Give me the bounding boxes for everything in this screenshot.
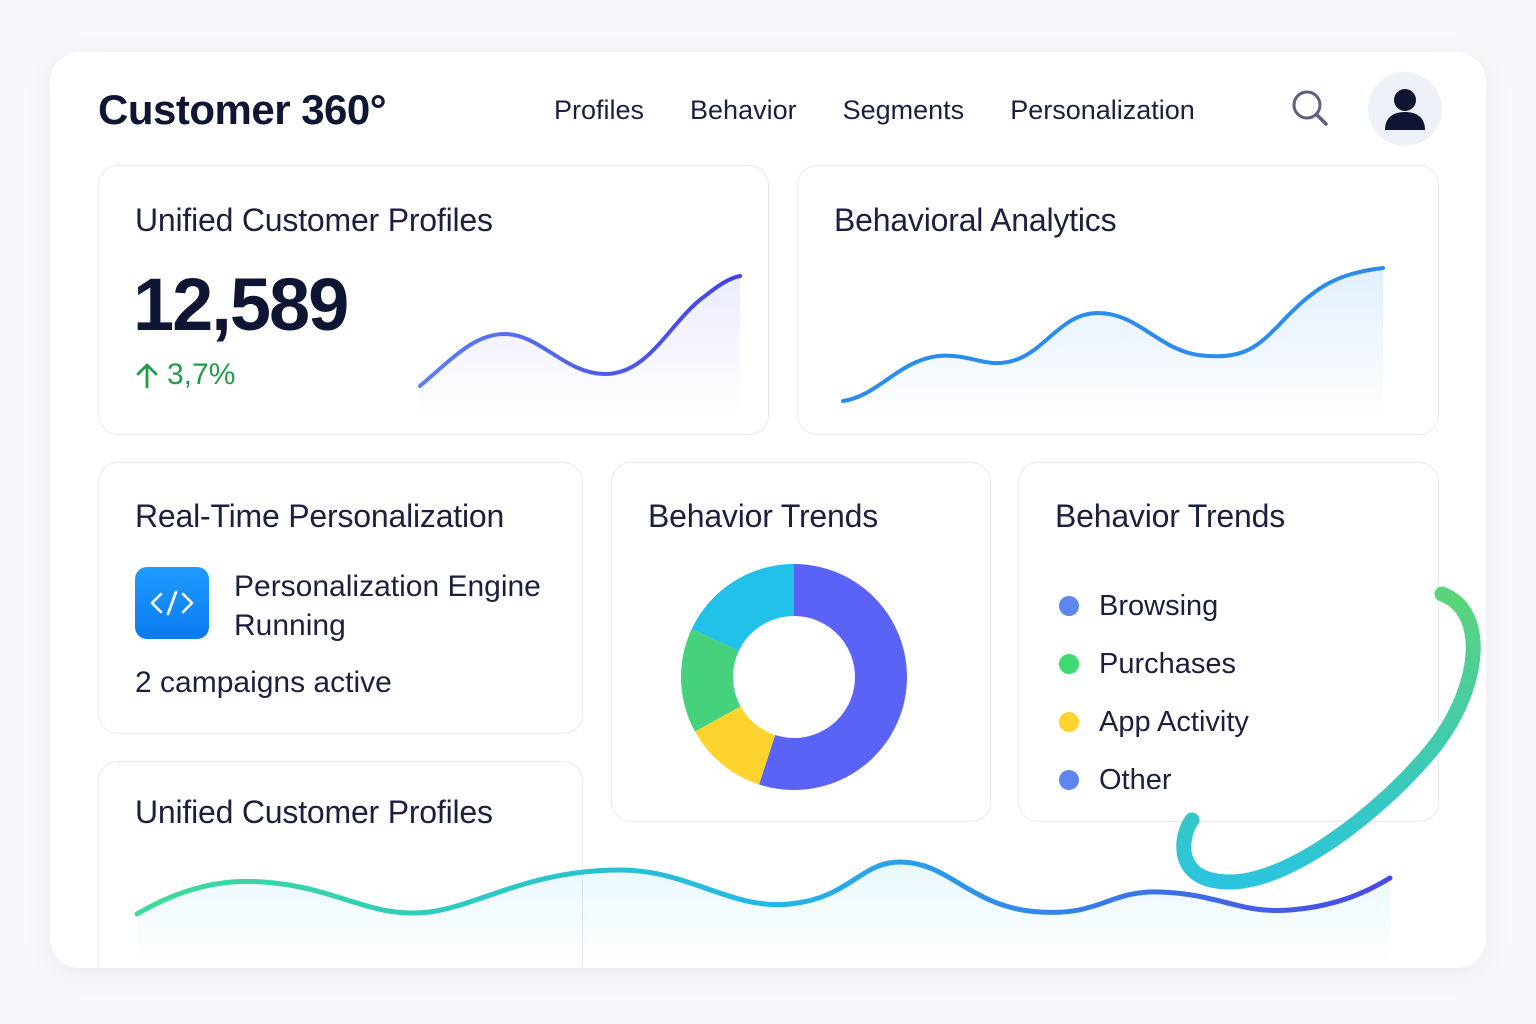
- legend-dot: [1059, 596, 1079, 616]
- personalization-card: Real-Time Personalization Personalizatio…: [98, 462, 583, 734]
- search-button[interactable]: [1288, 86, 1332, 130]
- profiles-card: Unified Customer Profiles 12,589 3,7%: [98, 165, 769, 435]
- profiles-sparkline: [418, 274, 742, 416]
- app-title: Customer 360°: [98, 86, 387, 133]
- legend-label: Other: [1099, 763, 1172, 796]
- legend-dot: [1059, 770, 1079, 790]
- trends-donut-chart: [681, 564, 907, 790]
- search-icon: [1292, 90, 1328, 126]
- code-icon: [135, 567, 209, 639]
- analytics-sparkline: [841, 266, 1385, 421]
- legend-item-other: Other: [1059, 751, 1249, 809]
- dashboard-frame: Customer 360° Profiles Behavior Segments…: [50, 52, 1486, 968]
- donut-slice-purchases: [681, 628, 741, 732]
- legend-item-browsing: Browsing: [1059, 577, 1249, 635]
- donut-slice-app-activity: [694, 706, 776, 785]
- profiles-card-title: Unified Customer Profiles: [135, 202, 493, 238]
- legend-dot: [1059, 712, 1079, 732]
- user-icon: [1385, 89, 1425, 130]
- trends-legend: Browsing Purchases App Activity Other: [1059, 577, 1249, 809]
- legend-label: App Activity: [1099, 705, 1249, 738]
- analytics-card: Behavioral Analytics: [797, 165, 1439, 435]
- nav-segments[interactable]: Segments: [842, 95, 965, 125]
- campaigns-count: 2 campaigns active: [135, 666, 392, 699]
- nav-behavior[interactable]: Behavior: [690, 95, 797, 125]
- avatar[interactable]: [1368, 72, 1442, 146]
- legend-label: Purchases: [1099, 647, 1237, 680]
- arrow-up-icon: [136, 363, 158, 389]
- analytics-line: [841, 266, 1385, 403]
- top-nav: Profiles Behavior Segments Personalizati…: [554, 92, 1241, 128]
- trends-legend-card: Behavior Trends Browsing Purchases App A…: [1018, 462, 1439, 822]
- profiles-bottom-card: Unified Customer Profiles: [98, 761, 583, 968]
- nav-personalization[interactable]: Personalization: [1010, 95, 1195, 125]
- trends-donut-card: Behavior Trends: [611, 462, 991, 822]
- personalization-card-title: Real-Time Personalization: [135, 498, 505, 534]
- engine-status: Personalization Engine Running: [234, 570, 541, 642]
- profiles-bottom-title: Unified Customer Profiles: [135, 794, 493, 830]
- profiles-line: [418, 274, 742, 388]
- analytics-card-title: Behavioral Analytics: [834, 202, 1117, 238]
- trends-donut-title: Behavior Trends: [648, 498, 879, 534]
- legend-item-app-activity: App Activity: [1059, 693, 1249, 751]
- legend-label: Browsing: [1099, 589, 1219, 622]
- profiles-delta: 3,7%: [135, 358, 235, 392]
- donut-slice-browsing: [759, 564, 907, 790]
- trends-legend-title: Behavior Trends: [1055, 498, 1286, 534]
- profiles-delta-value: 3,7%: [167, 358, 236, 391]
- donut-slice-other: [691, 564, 794, 652]
- nav-profiles[interactable]: Profiles: [554, 95, 645, 125]
- legend-dot: [1059, 654, 1079, 674]
- profiles-count: 12,589: [133, 263, 349, 346]
- legend-item-purchases: Purchases: [1059, 635, 1249, 693]
